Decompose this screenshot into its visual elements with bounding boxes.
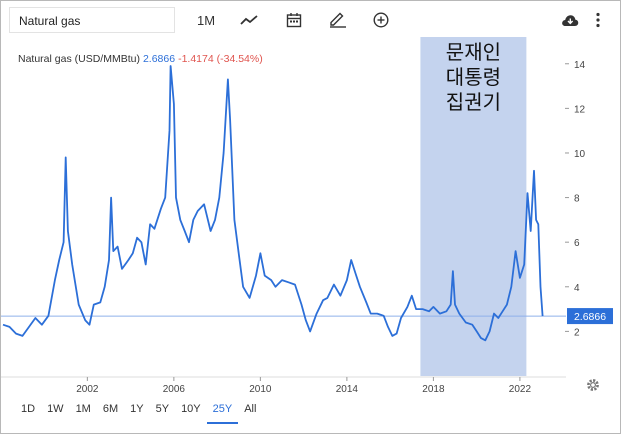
line-chart-icon[interactable] bbox=[237, 9, 261, 31]
price-label: 2.6866 bbox=[574, 311, 606, 323]
range-10y[interactable]: 10Y bbox=[181, 403, 201, 415]
range-5y[interactable]: 5Y bbox=[155, 403, 170, 415]
search-input-value: Natural gas bbox=[19, 14, 81, 28]
range-1m[interactable]: 1M bbox=[75, 403, 91, 415]
x-tick-label: 2002 bbox=[76, 384, 99, 395]
price-tag bbox=[567, 308, 613, 325]
legend-value: 2.6866 bbox=[142, 53, 176, 65]
y-tick-label: 12 bbox=[574, 104, 586, 115]
series-legend: Natural gas (USD/MMBtu) 2.6866 -1.4174 (-3… bbox=[18, 53, 263, 65]
annotation-shade bbox=[420, 37, 527, 376]
period-button-label: 1M bbox=[196, 12, 216, 28]
x-tick-label: 2018 bbox=[422, 384, 445, 395]
range-1y[interactable]: 1Y bbox=[130, 403, 144, 415]
legend-change: -1.4174 (-34.54%) bbox=[178, 53, 263, 65]
range-6m[interactable]: 6M bbox=[102, 403, 119, 415]
search-input[interactable]: Natural gas bbox=[9, 7, 175, 33]
y-tick-label: 8 bbox=[574, 194, 580, 205]
x-tick-label: 2014 bbox=[336, 384, 359, 395]
y-tick-label: 6 bbox=[574, 238, 580, 249]
range-selector: 1D 1W 1M 6M 1Y 5Y 10Y 25Y All bbox=[15, 400, 262, 424]
calendar-icon[interactable] bbox=[283, 9, 305, 31]
y-tick-label: 4 bbox=[574, 283, 580, 294]
x-tick-label: 2010 bbox=[249, 384, 272, 395]
series-line bbox=[2, 65, 544, 342]
x-axis: 2002 2006 2010 2014 2018 2022 bbox=[1, 376, 566, 395]
period-button[interactable]: 1M bbox=[192, 9, 220, 31]
range-1w[interactable]: 1W bbox=[47, 403, 64, 415]
legend-name: Natural gas (USD/MMBtu) bbox=[18, 53, 140, 65]
annotation-line: 대통령 bbox=[446, 65, 501, 89]
annotation-line: 문재인 bbox=[446, 40, 501, 64]
range-1d[interactable]: 1D bbox=[21, 403, 36, 415]
pencil-icon[interactable] bbox=[327, 9, 349, 31]
cloud-download-icon[interactable] bbox=[559, 9, 581, 31]
y-tick-label: 2 bbox=[574, 327, 580, 338]
y-axis: 2 4 6 8 10 12 14 bbox=[565, 60, 586, 338]
add-circle-icon[interactable] bbox=[370, 9, 392, 31]
y-tick-label: 10 bbox=[574, 149, 586, 160]
x-tick-label: 2022 bbox=[509, 384, 532, 395]
y-tick-label: 14 bbox=[574, 60, 586, 71]
toolbar: Natural gas 1M bbox=[1, 1, 620, 39]
gear-icon[interactable] bbox=[586, 378, 602, 394]
annotation-line: 집권기 bbox=[446, 90, 501, 114]
range-all[interactable]: All bbox=[244, 403, 257, 415]
more-vert-icon[interactable] bbox=[590, 9, 606, 31]
range-25y[interactable]: 25Y bbox=[206, 400, 239, 424]
x-tick-label: 2006 bbox=[163, 384, 186, 395]
